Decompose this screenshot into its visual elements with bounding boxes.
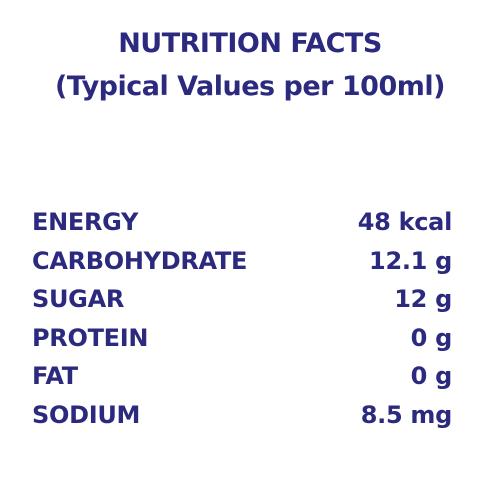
nutrient-name: SUGAR [32,285,125,314]
nutrient-name: PROTEIN [32,323,149,352]
nutrient-value: 12.1 g [369,246,452,275]
nutrient-name: CARBOHYDRATE [32,246,248,275]
subtitle: (Typical Values per 100ml) [55,71,445,102]
nutrition-table: ENERGY 48 kcal CARBOHYDRATE 12.1 g SUGAR 12 g… [32,203,452,434]
table-row: SUGAR 12 g [32,280,452,319]
nutrient-name: SODIUM [32,400,141,429]
title: NUTRITION FACTS [118,28,382,59]
nutrient-name: FAT [32,362,78,391]
nutrient-value: 8.5 mg [360,400,453,429]
nutrient-value: 48 kcal [357,208,453,237]
table-row: ENERGY 48 kcal [32,203,452,242]
nutrient-value: 0 g [410,362,453,391]
nutrient-value: 0 g [410,323,453,352]
table-row: CARBOHYDRATE 12.1 g [32,242,452,281]
nutrient-value: 12 g [394,285,452,314]
nutrient-name: ENERGY [32,208,139,237]
table-row: FAT 0 g [32,357,452,396]
table-row: SODIUM 8.5 mg [32,396,452,435]
table-row: PROTEIN 0 g [32,319,452,358]
